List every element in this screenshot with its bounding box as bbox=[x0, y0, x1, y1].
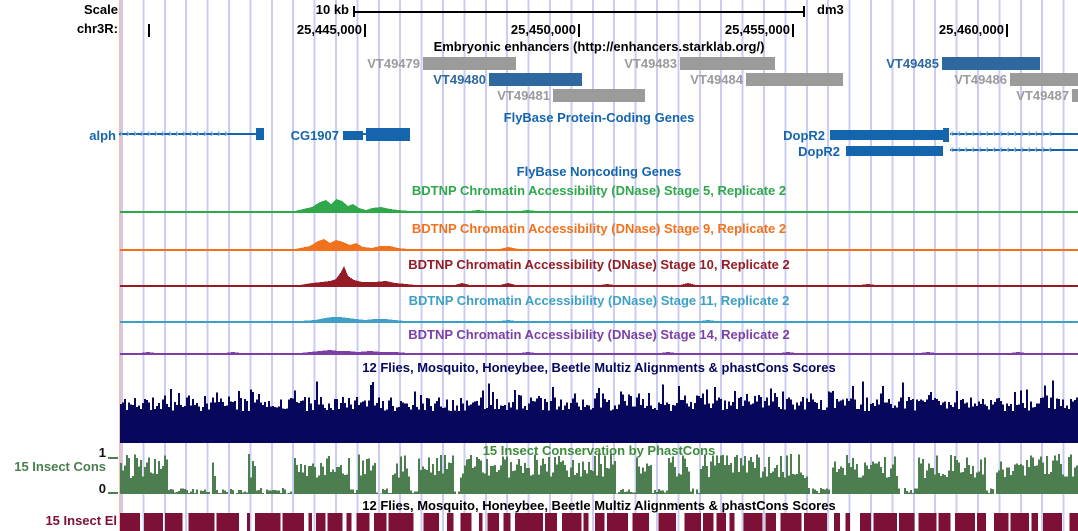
dnase-signal-4[interactable] bbox=[120, 299, 1078, 324]
gene-exon-box[interactable] bbox=[846, 146, 943, 156]
enhancer-item-box[interactable] bbox=[553, 89, 645, 102]
enhancer-item-box[interactable] bbox=[489, 73, 582, 86]
gene-intron-line bbox=[363, 133, 366, 135]
enhancer-item-box[interactable] bbox=[942, 57, 1040, 70]
gene-item-label: DopR2 bbox=[798, 144, 840, 159]
ruler-tick bbox=[792, 24, 794, 37]
multiz-density-plot[interactable] bbox=[120, 378, 1078, 443]
ruler-tick-label: 25,450,000 bbox=[510, 22, 576, 37]
gene-strand-arrows: ›››››››››››››››› bbox=[119, 127, 231, 140]
dnase-track-title-3[interactable]: BDTNP Chromatin Accessibility (DNase) St… bbox=[408, 257, 790, 272]
ruler-tick-label: 25,460,000 bbox=[938, 22, 1004, 37]
gene-exon-box[interactable] bbox=[256, 128, 264, 140]
conservation-axis-tick bbox=[108, 457, 118, 459]
dnase-signal-2[interactable] bbox=[120, 227, 1078, 252]
gene-strand-arrows: ‹‹‹‹‹‹‹‹‹‹‹‹‹‹‹ bbox=[950, 143, 1055, 156]
conservation-track-title[interactable]: 15 Insect Conservation by PhastCons bbox=[482, 443, 716, 458]
enhancer-item-label: VT49486 bbox=[954, 72, 1007, 87]
enhancer-item-box[interactable] bbox=[680, 57, 775, 70]
gene-intron-line bbox=[950, 149, 1078, 151]
dnase-signal-5[interactable] bbox=[120, 331, 1078, 356]
conservation-histogram[interactable] bbox=[120, 454, 1078, 494]
enhancer-track-title[interactable]: Embryonic enhancers (http://enhancers.st… bbox=[433, 39, 765, 54]
gene-exon-box[interactable] bbox=[366, 128, 410, 141]
enhancer-item-label: VT49485 bbox=[886, 56, 939, 71]
ruler-tick bbox=[364, 24, 366, 37]
conservation-left-label[interactable]: 15 Insect Cons bbox=[14, 459, 106, 474]
ruler-tick bbox=[1006, 24, 1008, 37]
noncoding-track-title[interactable]: FlyBase Noncoding Genes bbox=[516, 164, 682, 179]
gene-intron-line bbox=[950, 133, 1078, 135]
dnase-track-title-5[interactable]: BDTNP Chromatin Accessibility (DNase) St… bbox=[408, 327, 790, 342]
enhancer-item-label: VT49479 bbox=[367, 56, 420, 71]
scale-label: Scale bbox=[84, 2, 118, 17]
enhancer-item-label: VT49481 bbox=[497, 88, 550, 103]
enhancer-item-label: VT49480 bbox=[433, 72, 486, 87]
gene-exon-box[interactable] bbox=[343, 131, 363, 140]
ruler-tick bbox=[148, 24, 150, 37]
enhancer-item-box[interactable] bbox=[1010, 73, 1078, 86]
multiz-track-title[interactable]: 12 Flies, Mosquito, Honeybee, Beetle Mul… bbox=[362, 360, 836, 375]
scale-bar-end-tick bbox=[803, 6, 805, 17]
ruler-tick bbox=[578, 24, 580, 37]
chromosome-label: chr3R: bbox=[76, 21, 118, 36]
scale-bar-end-tick bbox=[353, 6, 355, 17]
dnase-track-title-1[interactable]: BDTNP Chromatin Accessibility (DNase) St… bbox=[411, 183, 787, 198]
conservation-axis-max: 1 bbox=[98, 445, 106, 460]
dnase-track-title-2[interactable]: BDTNP Chromatin Accessibility (DNase) St… bbox=[411, 221, 787, 236]
gene-item-label: CG1907 bbox=[290, 128, 339, 143]
enhancer-item-label: VT49483 bbox=[624, 56, 677, 71]
gene-intron-line bbox=[119, 133, 256, 135]
enhancer-item-box[interactable] bbox=[746, 73, 843, 86]
assembly-label: dm3 bbox=[817, 2, 844, 17]
gene-item-label: alph bbox=[89, 128, 116, 143]
elements-left-label[interactable]: 15 Insect El bbox=[45, 513, 117, 528]
dnase-signal-1[interactable] bbox=[120, 189, 1078, 214]
conserved-elements-track[interactable] bbox=[120, 513, 1078, 531]
scale-bar-value: 10 kb bbox=[315, 2, 349, 17]
gene-end-tick bbox=[943, 128, 949, 142]
enhancer-item-box[interactable] bbox=[423, 57, 516, 70]
ruler-tick-label: 25,455,000 bbox=[724, 22, 790, 37]
enhancer-item-label: VT49484 bbox=[690, 72, 743, 87]
ruler-tick-label: 25,445,000 bbox=[296, 22, 362, 37]
genes-track-title[interactable]: FlyBase Protein-Coding Genes bbox=[503, 110, 695, 125]
dnase-track-title-4[interactable]: BDTNP Chromatin Accessibility (DNase) St… bbox=[408, 293, 790, 308]
scale-bar bbox=[353, 11, 803, 13]
gene-exon-box[interactable] bbox=[830, 130, 943, 140]
left-edge-line bbox=[119, 0, 121, 531]
enhancer-item-box[interactable] bbox=[1072, 89, 1078, 102]
dnase-signal-3[interactable] bbox=[120, 263, 1078, 288]
enhancer-item-label: VT49487 bbox=[1016, 88, 1069, 103]
conservation-axis-tick bbox=[108, 492, 118, 494]
gene-strand-arrows: ‹‹‹‹‹‹‹‹‹‹‹‹‹‹‹ bbox=[950, 127, 1055, 140]
conservation-axis-min: 0 bbox=[98, 481, 106, 496]
gene-item-label: DopR2 bbox=[783, 128, 825, 143]
elements-track-title[interactable]: 12 Flies, Mosquito, Honeybee, Beetle Mul… bbox=[362, 498, 836, 513]
